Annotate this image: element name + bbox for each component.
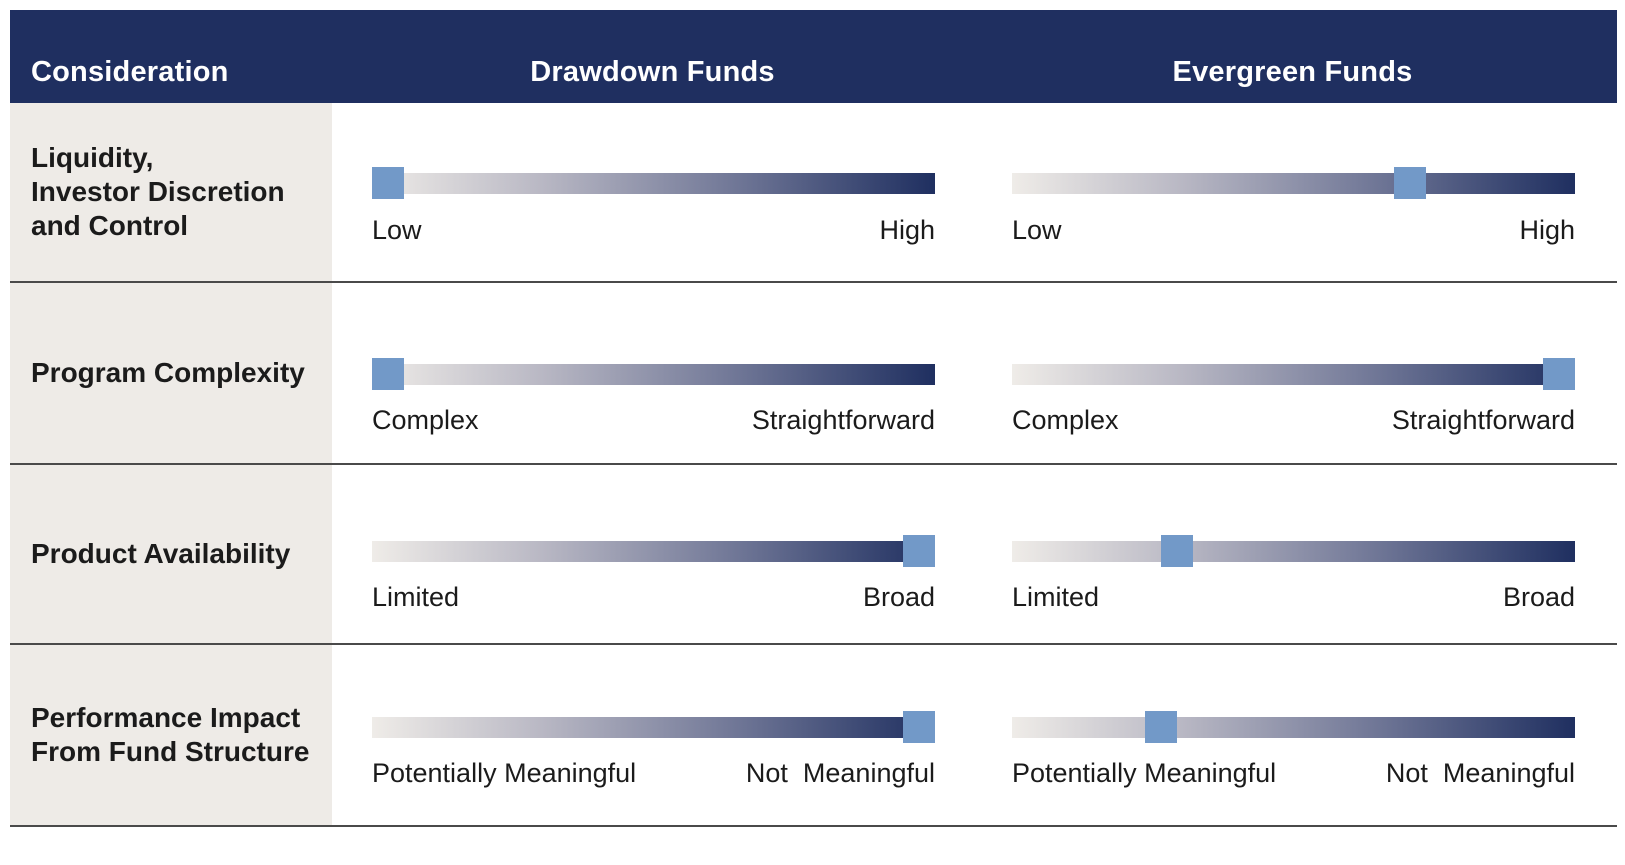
slider-track	[372, 364, 935, 385]
slider-thumb	[903, 535, 935, 567]
slider-thumb	[372, 358, 404, 390]
row-product-availability: Product Availability Limited Broad Limit…	[10, 465, 1617, 645]
row-liquidity: Liquidity, Investor Discretion and Contr…	[10, 103, 1617, 283]
evergreen-slider: Limited Broad	[1012, 535, 1575, 631]
evergreen-slider: Low High	[1012, 163, 1575, 253]
slider-low-label: Limited	[372, 582, 460, 612]
slider-thumb	[1394, 167, 1427, 199]
slider-track	[1012, 717, 1575, 738]
slider-high-label: High	[1519, 215, 1575, 245]
evergreen-slider: Complex Straightforward	[1012, 358, 1575, 449]
header-evergreen-funds: Evergreen Funds	[1172, 56, 1413, 88]
slider-low-label: Complex	[372, 405, 479, 435]
slider-thumb	[1144, 711, 1177, 743]
row-label: Program Complexity	[31, 357, 305, 388]
slider-track	[1012, 364, 1575, 385]
row-label: Product Availability	[31, 538, 291, 569]
slider-low-label: Low	[1012, 215, 1062, 245]
slider-high-label: Broad	[1502, 582, 1575, 612]
slider-high-label: Not Meaningful	[745, 758, 935, 788]
slider-high-label: Not Meaningful	[1385, 758, 1575, 788]
slider-track	[1012, 173, 1575, 194]
slider-thumb	[1160, 535, 1193, 567]
row-program-complexity: Program Complexity Complex Straightforwa…	[10, 283, 1617, 465]
slider-high-label: Straightforward	[1391, 405, 1575, 435]
drawdown-slider: Low High	[372, 163, 935, 253]
header-consideration: Consideration	[31, 56, 229, 88]
slider-low-label: Potentially Meaningful	[1012, 758, 1277, 788]
row-label-cell: Liquidity, Investor Discretion and Contr…	[10, 103, 332, 281]
table-header: Consideration Drawdown Funds Evergreen F…	[10, 10, 1617, 103]
row-performance-impact: Performance Impact From Fund Structure P…	[10, 645, 1617, 827]
slider-high-label: Straightforward	[751, 405, 935, 435]
slider-low-label: Complex	[1012, 405, 1119, 435]
comparison-table: Consideration Drawdown Funds Evergreen F…	[10, 10, 1617, 827]
row-label-cell: Program Complexity	[10, 283, 332, 463]
slider-thumb	[903, 711, 935, 743]
slider-high-label: High	[879, 215, 935, 245]
slider-track	[372, 541, 935, 562]
slider-high-label: Broad	[862, 582, 935, 612]
slider-track	[372, 173, 935, 194]
slider-track	[372, 717, 935, 738]
row-label-cell: Performance Impact From Fund Structure	[10, 645, 332, 825]
header-drawdown-funds: Drawdown Funds	[530, 56, 775, 88]
drawdown-slider: Complex Straightforward	[372, 358, 935, 449]
row-label: Performance Impact From Fund Structure	[31, 702, 310, 767]
row-label-cell: Product Availability	[10, 465, 332, 643]
drawdown-slider: Potentially Meaningful Not Meaningful	[372, 711, 935, 807]
drawdown-slider: Limited Broad	[372, 535, 935, 631]
slider-thumb	[372, 167, 404, 199]
slider-track	[1012, 541, 1575, 562]
row-label: Liquidity, Investor Discretion and Contr…	[31, 142, 285, 241]
slider-low-label: Low	[372, 215, 422, 245]
slider-low-label: Potentially Meaningful	[372, 758, 637, 788]
slider-low-label: Limited	[1012, 582, 1100, 612]
slider-thumb	[1543, 358, 1575, 390]
evergreen-slider: Potentially Meaningful Not Meaningful	[1012, 711, 1575, 807]
